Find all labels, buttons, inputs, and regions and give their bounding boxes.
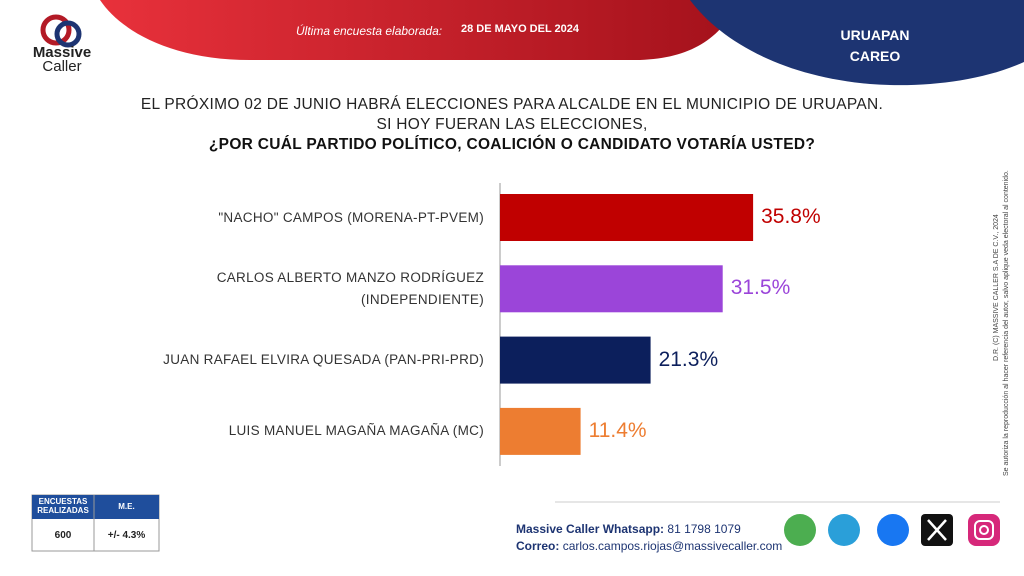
bar xyxy=(500,194,754,241)
contact-value: 81 1798 1079 xyxy=(667,522,741,536)
category-label: LUIS MANUEL MAGAÑA MAGAÑA (MC) xyxy=(228,423,484,439)
contact-line: Massive Caller Whatsapp: 81 1798 1079 xyxy=(516,522,741,536)
legal-line: D.R. (C) MASSIVE CALLER S.A DE C.V., 202… xyxy=(993,214,1000,361)
table-header: ENCUESTAS REALIZADAS xyxy=(37,497,89,515)
question-line: ¿POR CUÁL PARTIDO POLÍTICO, COALICIÓN O … xyxy=(208,136,816,153)
bar xyxy=(500,336,651,384)
logo-line: Massive xyxy=(32,44,92,61)
contact-value: carlos.campos.riojas@massivecaller.com xyxy=(562,539,783,553)
value-label: 21.3% xyxy=(658,347,719,371)
social-icons xyxy=(784,514,1000,546)
bar xyxy=(500,407,581,455)
logo-line: Caller xyxy=(42,58,82,75)
question-line: EL PRÓXIMO 02 DE JUNIO HABRÁ ELECCIONES … xyxy=(140,96,884,113)
table-cell: 600 xyxy=(54,530,72,541)
header-kind: CAREO xyxy=(849,48,901,64)
category-label: "NACHO" CAMPOS (MORENA-PT-PVEM) xyxy=(218,209,484,225)
contact-label: Correo: xyxy=(516,539,560,553)
header-label: Última encuesta elaborada: xyxy=(296,24,443,38)
bar xyxy=(500,265,723,313)
legal-line: Se autoriza la reproducción al hacer ref… xyxy=(1003,170,1010,476)
value-label: 35.8% xyxy=(761,205,821,228)
contact-line: Correo: carlos.campos.riojas@massivecall… xyxy=(516,539,782,553)
table-header: M.E. xyxy=(118,502,135,511)
logo-icon xyxy=(40,14,82,48)
header-band xyxy=(100,0,740,60)
sample-table xyxy=(31,494,160,552)
table-cell: +/- 4.3% xyxy=(107,530,146,541)
header-city: URUAPAN xyxy=(840,27,910,43)
contact-label: Massive Caller Whatsapp: xyxy=(516,522,665,536)
value-label: 11.4% xyxy=(588,418,647,442)
value-label: 31.5% xyxy=(730,276,791,300)
header-date: 28 DE MAYO DEL 2024 xyxy=(461,23,580,35)
category-label: CARLOS ALBERTO MANZO RODRÍGUEZ (INDEPEND… xyxy=(216,269,484,307)
header-corner xyxy=(690,0,1024,86)
legal-text: D.R. (C) MASSIVE CALLER S.A DE C.V., 202… xyxy=(992,106,1012,476)
logo-text: Massive Caller xyxy=(30,44,94,75)
question-line: SI HOY FUERAN LAS ELECCIONES, xyxy=(376,116,648,133)
category-label: JUAN RAFAEL ELVIRA QUESADA (PAN-PRI-PRD) xyxy=(163,352,484,368)
